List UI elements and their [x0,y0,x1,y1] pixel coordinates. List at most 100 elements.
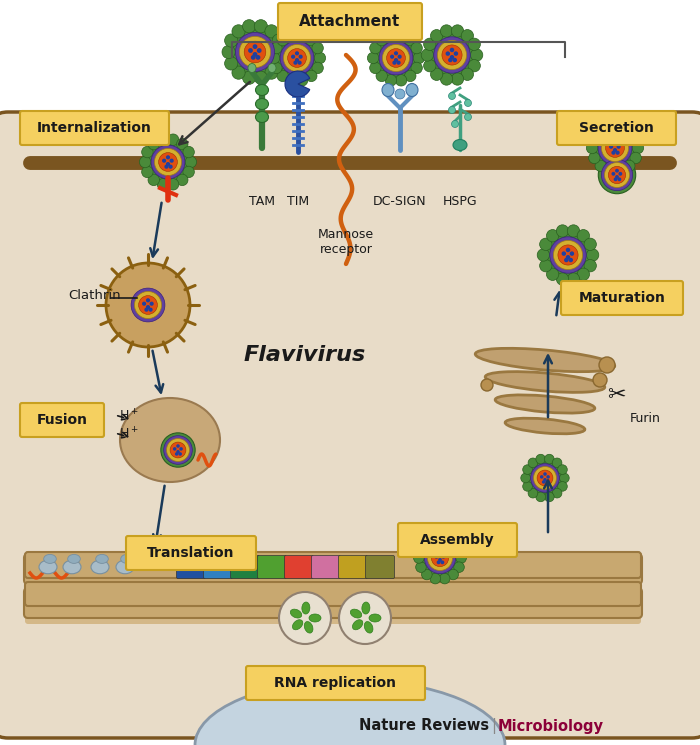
Ellipse shape [304,621,313,633]
Circle shape [442,45,462,65]
Circle shape [385,30,397,42]
Circle shape [528,458,538,468]
Circle shape [298,60,302,65]
Circle shape [280,41,314,75]
Ellipse shape [268,63,276,72]
Circle shape [232,25,245,38]
Text: Attachment: Attachment [300,14,400,29]
Circle shape [470,49,483,61]
FancyBboxPatch shape [204,556,232,579]
Circle shape [465,100,472,107]
Circle shape [595,127,636,168]
Ellipse shape [120,398,220,482]
Circle shape [428,545,452,571]
Circle shape [617,177,622,181]
Ellipse shape [43,554,56,563]
Ellipse shape [362,602,370,614]
FancyBboxPatch shape [20,403,104,437]
Circle shape [175,452,178,456]
Circle shape [481,379,493,391]
Ellipse shape [256,98,269,110]
Circle shape [556,273,568,285]
Circle shape [523,465,533,475]
Circle shape [265,66,278,79]
Circle shape [141,166,153,177]
Circle shape [396,60,400,65]
Circle shape [232,28,279,75]
Circle shape [141,146,153,158]
Ellipse shape [256,112,269,122]
Circle shape [284,45,311,72]
Circle shape [131,288,165,322]
Circle shape [615,165,626,176]
Circle shape [312,62,323,74]
Circle shape [617,145,621,149]
Circle shape [531,463,559,492]
Ellipse shape [96,554,108,563]
Circle shape [139,296,158,314]
FancyBboxPatch shape [398,523,517,557]
Circle shape [593,373,607,387]
Circle shape [222,45,235,59]
Circle shape [242,71,256,84]
Circle shape [277,70,288,82]
Circle shape [376,38,416,78]
Circle shape [615,120,626,131]
Circle shape [178,452,182,456]
Circle shape [148,174,160,186]
Ellipse shape [68,554,80,563]
Ellipse shape [302,602,310,614]
Circle shape [286,74,297,86]
Circle shape [424,38,436,51]
Circle shape [558,481,567,491]
Circle shape [442,555,445,559]
Circle shape [286,30,297,42]
Circle shape [615,175,619,179]
FancyBboxPatch shape [20,111,169,145]
Text: H$^+$: H$^+$ [119,408,139,424]
Circle shape [146,305,150,309]
Ellipse shape [309,614,321,622]
Circle shape [254,71,267,84]
Circle shape [587,249,598,261]
Circle shape [587,142,598,153]
Circle shape [589,133,600,144]
Circle shape [166,162,170,166]
Circle shape [161,433,195,467]
Circle shape [186,156,197,168]
Circle shape [430,68,443,80]
Text: Translation: Translation [147,546,234,560]
Ellipse shape [382,83,394,97]
Circle shape [275,45,288,59]
FancyBboxPatch shape [284,556,314,579]
Circle shape [453,58,457,63]
Circle shape [225,57,238,70]
Circle shape [540,259,552,272]
Circle shape [414,553,424,563]
Circle shape [183,146,195,158]
Circle shape [554,241,582,270]
Circle shape [632,142,643,153]
Circle shape [254,19,267,33]
Circle shape [461,68,473,80]
Circle shape [465,113,472,121]
Circle shape [167,134,178,145]
Circle shape [595,160,606,171]
Circle shape [176,444,180,448]
Circle shape [545,492,554,501]
Circle shape [176,174,188,186]
Circle shape [276,38,317,78]
Ellipse shape [290,609,302,618]
Circle shape [370,42,381,54]
Circle shape [405,70,416,82]
Circle shape [601,159,633,191]
Ellipse shape [475,349,615,372]
Circle shape [368,52,379,64]
Circle shape [446,51,450,56]
Ellipse shape [63,560,81,574]
Circle shape [268,52,280,64]
Circle shape [615,169,619,173]
Circle shape [421,49,433,61]
Ellipse shape [350,609,362,618]
Circle shape [144,308,148,311]
